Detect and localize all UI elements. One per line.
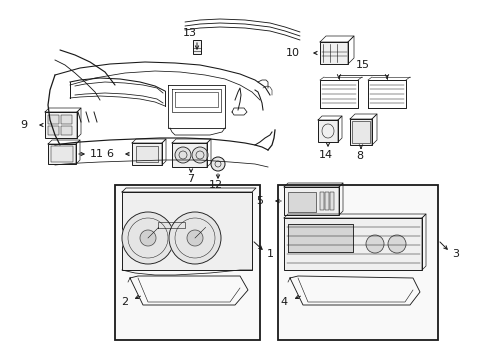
Text: 13: 13 bbox=[183, 28, 197, 38]
Circle shape bbox=[122, 212, 174, 264]
Bar bbox=[278, 185, 437, 340]
Circle shape bbox=[169, 212, 221, 264]
Bar bbox=[351, 121, 369, 143]
Bar bbox=[61, 126, 72, 135]
Circle shape bbox=[186, 230, 203, 246]
Bar bbox=[349, 119, 371, 145]
Bar bbox=[284, 218, 421, 270]
Bar bbox=[136, 146, 158, 162]
Text: 11: 11 bbox=[90, 149, 104, 159]
Bar bbox=[317, 120, 337, 142]
Bar bbox=[287, 192, 315, 212]
Circle shape bbox=[365, 235, 383, 253]
Circle shape bbox=[210, 157, 224, 171]
Bar bbox=[122, 192, 251, 270]
Text: 14: 14 bbox=[318, 150, 332, 160]
Bar bbox=[61, 115, 72, 124]
Bar bbox=[287, 224, 352, 252]
Bar bbox=[284, 187, 338, 215]
Bar bbox=[325, 192, 328, 210]
Bar bbox=[172, 143, 206, 167]
Circle shape bbox=[192, 147, 207, 163]
Text: 15: 15 bbox=[355, 60, 369, 70]
Text: 8: 8 bbox=[356, 151, 363, 161]
Text: 9: 9 bbox=[20, 120, 27, 130]
Text: 2: 2 bbox=[121, 297, 128, 307]
Bar bbox=[132, 143, 162, 165]
Bar bbox=[51, 146, 73, 162]
Text: 3: 3 bbox=[451, 249, 458, 259]
Circle shape bbox=[387, 235, 405, 253]
Text: 10: 10 bbox=[285, 48, 299, 58]
Bar bbox=[319, 192, 324, 210]
Bar bbox=[48, 126, 59, 135]
Text: 12: 12 bbox=[208, 180, 223, 190]
Circle shape bbox=[140, 230, 156, 246]
Text: 6: 6 bbox=[106, 149, 113, 159]
Bar bbox=[45, 112, 77, 138]
Bar bbox=[48, 115, 59, 124]
Circle shape bbox=[175, 147, 191, 163]
Bar bbox=[48, 144, 76, 164]
Text: 1: 1 bbox=[266, 249, 273, 259]
Text: 7: 7 bbox=[187, 174, 194, 184]
Text: 5: 5 bbox=[256, 196, 263, 206]
Bar bbox=[319, 42, 347, 64]
Text: 4: 4 bbox=[280, 297, 287, 307]
Bar bbox=[115, 185, 260, 340]
Bar bbox=[329, 192, 333, 210]
Bar bbox=[193, 40, 201, 54]
